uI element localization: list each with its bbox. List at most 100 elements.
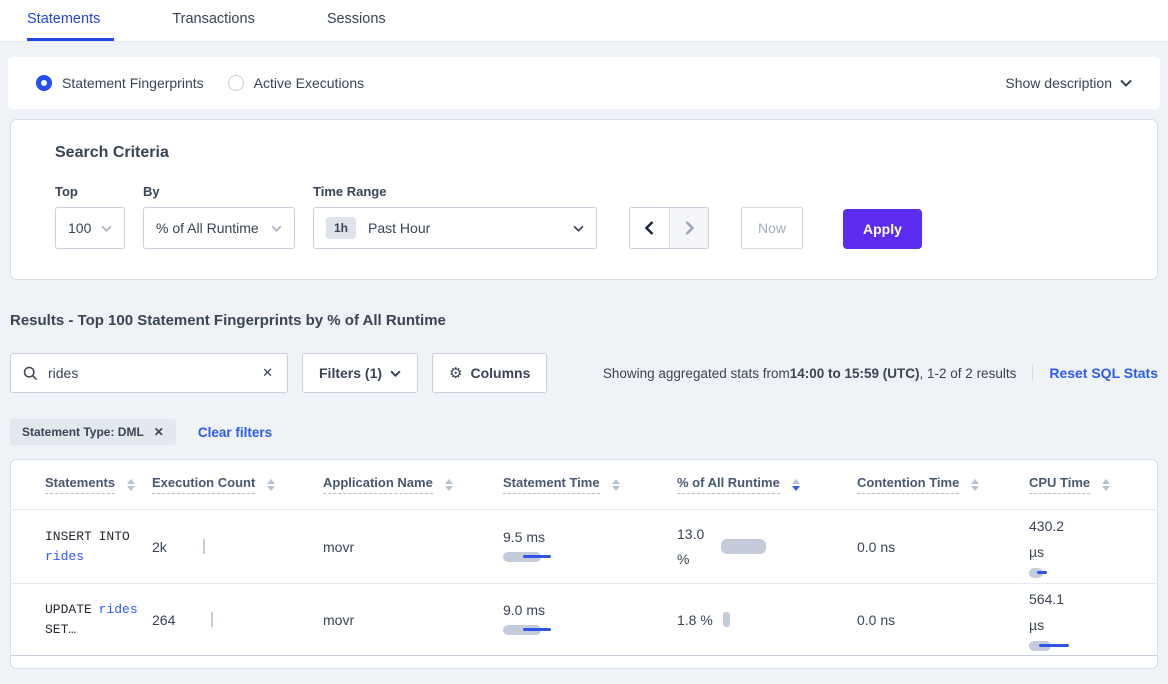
contention-time-value: 0.0 ns [857, 611, 896, 628]
table-row: INSERT INTO rides 2k movr 9.5 ms 13.0 % … [11, 510, 1157, 583]
stats-prefix: Showing aggregated stats from [602, 365, 790, 381]
columns-button[interactable]: ⚙ Columns [432, 353, 548, 393]
radio-statement-fingerprints[interactable]: Statement Fingerprints [36, 75, 204, 91]
sort-icon [444, 478, 453, 491]
table-header-row: Statements Execution Count Application N… [11, 460, 1157, 510]
cpu-time-bar [1029, 567, 1047, 578]
execution-count-value: 264 [152, 611, 176, 628]
by-select-value: % of All Runtime [156, 220, 259, 236]
aggregated-stats-text: Showing aggregated stats from 14:00 to 1… [603, 366, 1016, 381]
statement-search-box: ✕ [10, 353, 288, 393]
statements-table: Statements Execution Count Application N… [10, 459, 1158, 669]
search-input[interactable] [48, 365, 261, 381]
statement-link[interactable]: rides [45, 548, 85, 564]
time-prev-button[interactable] [630, 208, 669, 248]
filter-chip-label: Statement Type: DML [22, 425, 144, 439]
reset-sql-stats-link[interactable]: Reset SQL Stats [1032, 365, 1158, 381]
filter-chip-statement-type: Statement Type: DML ✕ [10, 419, 176, 445]
header-cpu-time[interactable]: CPU Time [1029, 475, 1157, 494]
statement-fingerprint: INSERT INTO rides [45, 529, 130, 564]
header-execution-count[interactable]: Execution Count [152, 475, 323, 494]
chevron-down-icon [573, 225, 584, 232]
time-range-field: Time Range 1h Past Hour [313, 184, 597, 249]
by-select[interactable]: % of All Runtime [143, 207, 295, 249]
by-field: By % of All Runtime [143, 184, 295, 249]
results-heading: Results - Top 100 Statement Fingerprints… [10, 312, 446, 329]
statement-link[interactable]: rides [98, 601, 138, 617]
time-nav-group [629, 207, 709, 249]
statement-time-bar [503, 624, 551, 635]
header-statement-time[interactable]: Statement Time [503, 475, 677, 494]
page-tabbar: Statements Transactions Sessions [0, 0, 1168, 42]
header-statements[interactable]: Statements [11, 475, 152, 494]
tab-sessions[interactable]: Sessions [326, 11, 386, 27]
sort-icon [971, 478, 980, 491]
clear-search-icon[interactable]: ✕ [262, 365, 273, 380]
sql-text: SET… [45, 621, 77, 637]
time-range-value: Past Hour [368, 220, 431, 236]
top-select[interactable]: 100 [55, 207, 125, 249]
chevron-down-icon [1120, 79, 1132, 87]
table-row: UPDATE rides SET… 264 movr 9.0 ms 1.8 % … [11, 583, 1157, 656]
time-range-select[interactable]: 1h Past Hour [313, 207, 597, 249]
contention-time-value: 0.0 ns [857, 538, 896, 555]
sql-text: INSERT INTO [45, 528, 130, 544]
radio-selected-icon [36, 75, 52, 91]
view-mode-strip: Statement Fingerprints Active Executions… [8, 57, 1160, 109]
tab-statements[interactable]: Statements [27, 0, 115, 41]
sql-text: UPDATE [45, 601, 99, 617]
tab-transactions[interactable]: Transactions [172, 11, 255, 27]
sort-icon [127, 478, 136, 491]
show-description-toggle[interactable]: Show description [1005, 75, 1132, 91]
chevron-right-icon [685, 221, 694, 235]
stats-range: 14:00 to 15:59 (UTC) [789, 365, 920, 381]
execution-count-bar [211, 612, 214, 627]
stats-suffix: , 1-2 of 2 results [919, 365, 1017, 381]
top-field: Top 100 [55, 184, 125, 249]
application-name-value: movr [323, 611, 355, 628]
statement-fingerprint: UPDATE rides SET… [45, 602, 138, 637]
radio-active-executions[interactable]: Active Executions [227, 75, 365, 91]
search-criteria-title: Search Criteria [55, 144, 169, 161]
chevron-down-icon [101, 225, 112, 232]
results-controls-row: ✕ Filters (1) ⚙ Columns Showing aggregat… [10, 353, 1158, 393]
radio-label: Statement Fingerprints [62, 75, 204, 91]
time-next-button[interactable] [669, 208, 708, 248]
runtime-pct-value: 13.0 % [677, 525, 705, 567]
execution-count-value: 2k [152, 538, 167, 555]
cpu-time-bar [1029, 640, 1069, 651]
by-label: By [143, 184, 160, 199]
header-pct-all-runtime[interactable]: % of All Runtime [677, 475, 857, 494]
sort-icon [1102, 478, 1111, 491]
filters-button[interactable]: Filters (1) [302, 353, 419, 393]
filter-chip-row: Statement Type: DML ✕ Clear filters [10, 419, 1158, 445]
now-button[interactable]: Now [741, 207, 803, 249]
cpu-time-value: 430.2 µs [1029, 517, 1065, 560]
apply-button[interactable]: Apply [843, 209, 922, 249]
time-range-badge: 1h [326, 217, 357, 239]
sort-icon [267, 478, 276, 491]
chevron-down-icon [390, 370, 401, 377]
show-description-label: Show description [1005, 75, 1112, 91]
sort-icon [611, 478, 620, 491]
application-name-value: movr [323, 538, 355, 555]
statement-time-bar [503, 551, 551, 562]
statement-time-value: 9.5 ms [503, 528, 546, 545]
execution-count-bar [202, 539, 205, 554]
chip-close-icon[interactable]: ✕ [153, 425, 164, 439]
columns-label: Columns [470, 365, 531, 381]
radio-label: Active Executions [253, 75, 365, 91]
statement-time-value: 9.0 ms [503, 601, 546, 618]
filters-label: Filters (1) [319, 365, 383, 381]
top-label: Top [55, 184, 78, 199]
header-contention-time[interactable]: Contention Time [857, 475, 1029, 494]
gear-icon: ⚙ [449, 365, 463, 382]
header-application-name[interactable]: Application Name [323, 475, 503, 494]
runtime-pct-bar [722, 612, 730, 627]
cpu-time-value: 564.1 µs [1029, 590, 1065, 633]
chevron-left-icon [645, 221, 654, 235]
chevron-down-icon [271, 225, 282, 232]
runtime-pct-value: 1.8 % [677, 611, 713, 628]
search-criteria-panel: Search Criteria Top 100 By % of All Runt… [10, 119, 1158, 280]
clear-filters-link[interactable]: Clear filters [197, 424, 273, 440]
